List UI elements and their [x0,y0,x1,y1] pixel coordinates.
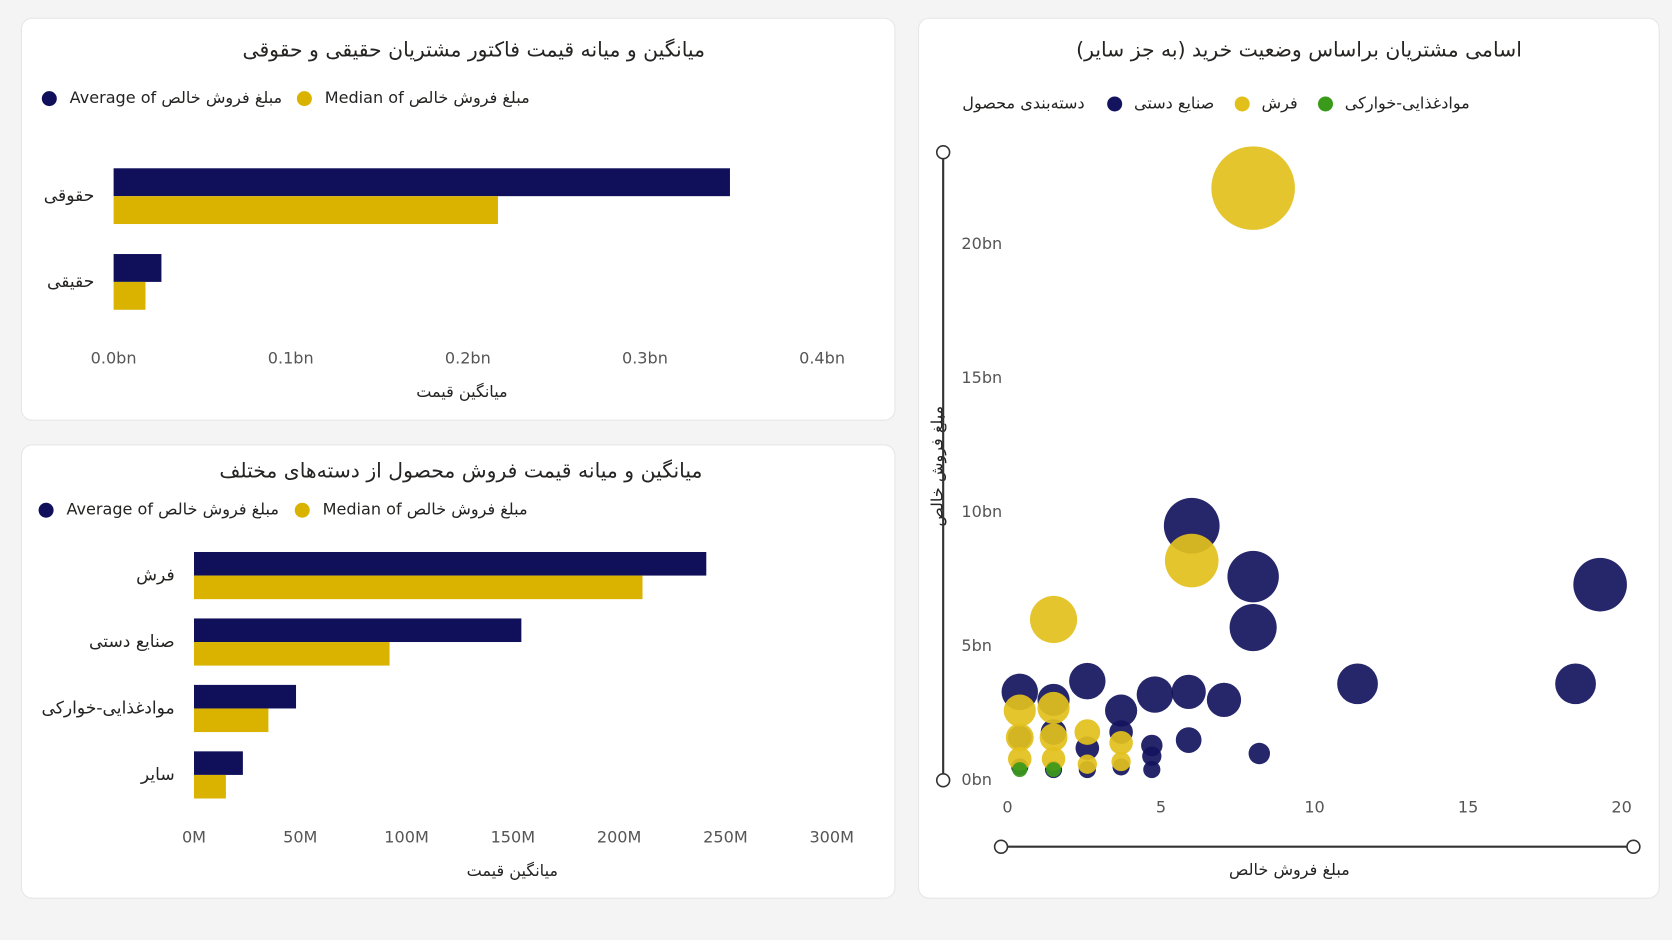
bubble [1012,762,1028,778]
y-tick-label: حقوقی [44,186,95,206]
y-tick-label: 15bn [961,368,1002,387]
bubble [1005,723,1034,752]
legend-marker [1317,96,1334,112]
x-tick-label: 5 [1156,798,1166,817]
bubble [1248,742,1271,765]
x-tick-label: 0.4bn [799,349,845,368]
bubble [1206,682,1242,718]
x-axis-title: میانگین قیمت [467,861,558,881]
x-tick-label: 20 [1611,798,1631,817]
legend-marker [294,502,310,518]
bar [113,196,498,225]
x-tick-label: 0M [182,828,206,847]
bubble [1109,730,1133,755]
y-tick-label: 0bn [961,770,992,789]
bubble [1555,663,1596,705]
legend-label: فرش [1261,93,1297,113]
bubble [1041,747,1066,771]
x-tick-label: 0.1bn [268,349,314,368]
x-tick-label: 250M [703,828,748,847]
bubble [1175,727,1202,753]
bubble [1003,694,1036,727]
bar [193,708,269,733]
bubble [1211,146,1295,230]
legend-marker [41,91,57,107]
chart-title: میانگین و میانه قیمت فاکتور مشتریان حقیق… [242,37,705,61]
card [917,17,1660,899]
bar [113,281,146,310]
y-axis-title: مبلغ فروش خالص [927,406,947,527]
bubble [1111,751,1131,772]
bubble [1143,760,1161,779]
legend-title: دسته‌بندی محصول [962,93,1084,113]
y-tick-label: 10bn [961,502,1002,521]
chart-title: اسامی مشتریان براساس وضعیت خرید (به جز س… [1076,37,1522,61]
bar [193,774,226,799]
bubble [1136,676,1174,713]
x-tick-label: 150M [491,828,536,847]
x-tick-label: 200M [597,828,642,847]
legend-marker [296,91,312,107]
y-tick-label: فرش [136,566,175,586]
slider-handle[interactable] [993,839,1009,854]
x-tick-label: 0.3bn [622,349,668,368]
slider-handle[interactable] [1626,839,1641,854]
y-tick-label: صنایع دستی [89,632,175,652]
bubble [1573,557,1627,612]
legend-label: Median of مبلغ فروش خالص [325,88,530,108]
bubble [1074,719,1101,745]
legend-label: Average of مبلغ فروش خالص [70,88,283,108]
x-axis-title: میانگین قیمت [416,382,507,402]
bar [193,751,243,775]
bubble [1039,723,1068,752]
bubble [1227,550,1279,603]
bubble [1171,674,1206,710]
bubble [1077,754,1097,774]
bubble [1037,691,1070,725]
y-tick-label: 20bn [961,234,1002,253]
bubble [1337,663,1378,705]
y-tick-label: حقیقی [47,272,94,292]
legend-label: Average of مبلغ فروش خالص [66,500,279,520]
bar [193,575,643,600]
slider-handle[interactable] [935,773,951,788]
legend-label: صنایع دستی [1134,93,1214,113]
x-tick-label: 100M [384,828,429,847]
bubble [1046,762,1062,778]
bar [113,254,162,282]
y-tick-label: موادغذایی-خوارکی [41,698,174,718]
x-tick-label: 0 [1002,798,1012,817]
legend-marker [1107,96,1123,112]
x-tick-label: 15 [1458,798,1478,817]
y-tick-label: 5bn [961,636,992,655]
bar [193,551,707,576]
y-tick-label: سایر [140,765,175,785]
slider-handle[interactable] [935,144,951,160]
x-tick-label: 0.2bn [445,349,491,368]
chart-title: میانگین و میانه قیمت فروش محصول از دسته‌… [219,459,702,483]
x-tick-label: 10 [1304,798,1324,817]
bar [193,642,390,666]
x-tick-label: 300M [809,828,854,847]
legend-marker [38,502,54,518]
x-tick-label: 0.0bn [91,349,137,368]
bubble [1229,603,1277,652]
legend-label: Median of مبلغ فروش خالص [323,500,528,520]
bubble [1069,662,1106,700]
bubble [1007,747,1032,771]
x-axis-title: مبلغ فروش خالص [1229,860,1350,880]
bubble [1105,694,1138,727]
bar [113,168,730,197]
bubble [1142,746,1162,766]
bar [193,618,522,643]
bubble [1164,533,1219,588]
bubble [1029,595,1078,644]
legend-label: موادغذایی-خوارکی [1345,93,1470,113]
x-tick-label: 50M [283,828,317,847]
bar [193,684,297,709]
legend-marker [1234,96,1250,112]
